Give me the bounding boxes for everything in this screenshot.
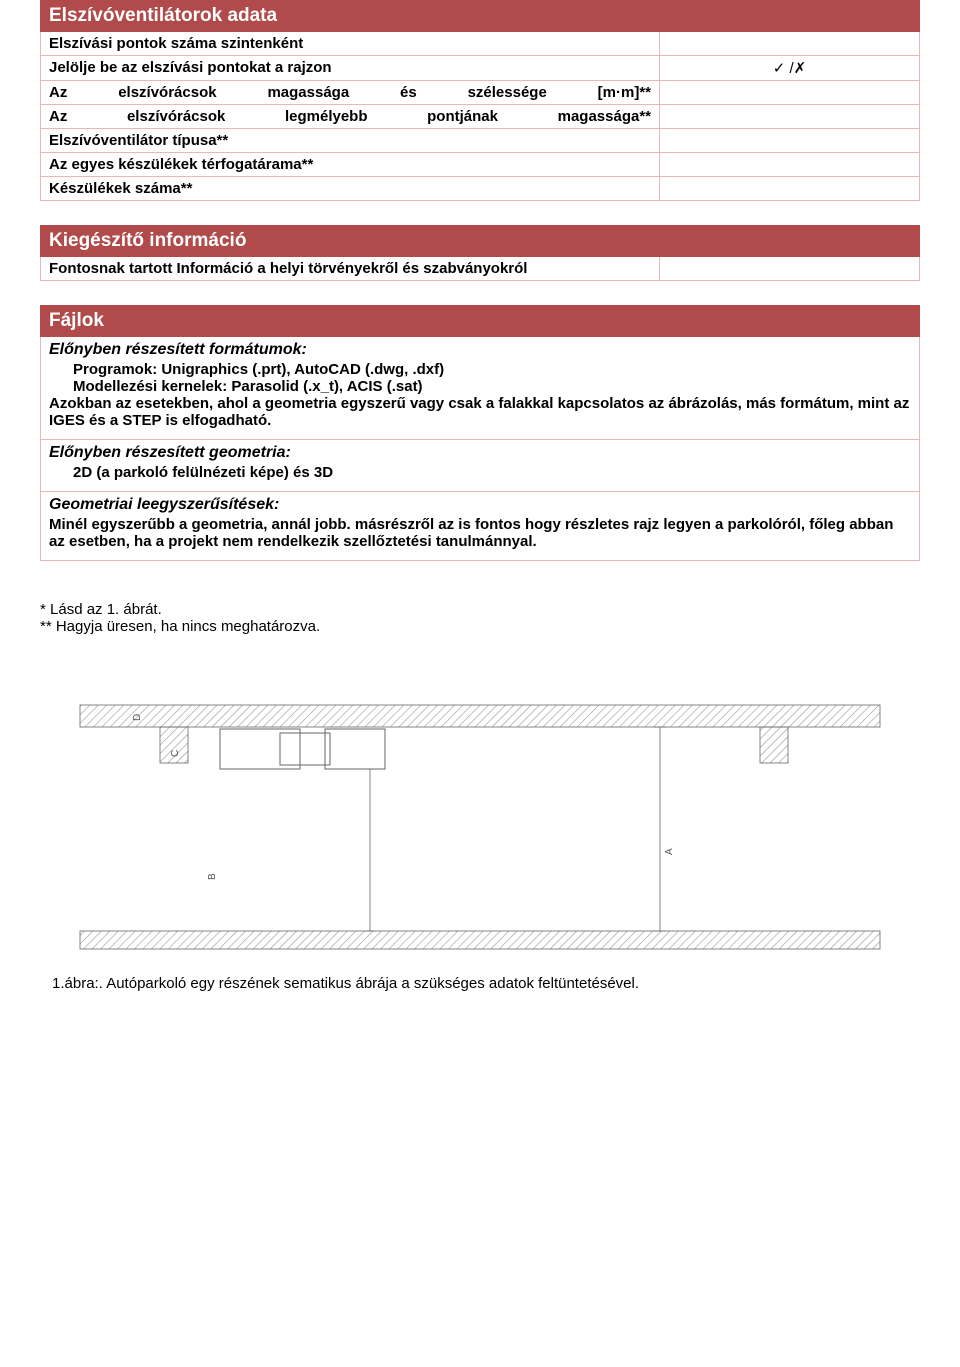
row-label: Elszívóventilátor típusa**: [41, 129, 659, 152]
section-elszivoventilatorok: Elszívóventilátorok adata Elszívási pont…: [40, 0, 920, 201]
row-label: Az elszívórácsok magassága és szélessége…: [41, 81, 659, 104]
row-value: [659, 153, 919, 176]
row-value: [659, 32, 919, 55]
footnotes: * Lásd az 1. ábrát. ** Hagyja üresen, ha…: [40, 601, 920, 635]
text-body: Minél egyszerűbb a geometria, annál jobb…: [49, 516, 911, 550]
section-title: Fájlok: [40, 305, 920, 337]
row-value: [659, 129, 919, 152]
row-value: [659, 257, 919, 280]
row-label: Fontosnak tartott Információ a helyi tör…: [41, 257, 659, 280]
row-value: [659, 177, 919, 200]
table-row: Az elszívórácsok legmélyebb pontjának ma…: [40, 105, 920, 129]
text-body: Azokban az esetekben, ahol a geometria e…: [49, 395, 911, 429]
svg-text:B: B: [207, 873, 218, 880]
diagram-caption: 1.ábra:. Autóparkoló egy részének semati…: [40, 975, 920, 992]
section-title: Elszívóventilátorok adata: [40, 0, 920, 32]
sub-title: Előnyben részesített geometria:: [49, 444, 911, 462]
section-title: Kiegészítő információ: [40, 225, 920, 257]
row-value: ✓ /✗: [659, 56, 919, 80]
svg-text:D: D: [132, 714, 143, 721]
row-label: Készülékek száma**: [41, 177, 659, 200]
text-line: Modellezési kernelek: Parasolid (.x_t), …: [49, 378, 911, 395]
table-row: Jelölje be az elszívási pontokat a rajzo…: [40, 56, 920, 81]
sub-title: Előnyben részesített formátumok:: [49, 341, 911, 359]
row-label: Elszívási pontok száma szintenként: [41, 32, 659, 55]
row-label: Az egyes készülékek térfogatárama**: [41, 153, 659, 176]
footnote-2: ** Hagyja üresen, ha nincs meghatározva.: [40, 618, 920, 635]
table-row: Az egyes készülékek térfogatárama**: [40, 153, 920, 177]
diagram-container: D C A B 1.ábra:. Autóparkoló egy részéne…: [40, 695, 920, 992]
text-line: 2D (a parkoló felülnézeti képe) és 3D: [49, 464, 911, 481]
block-leegyszerusitesek: Geometriai leegyszerűsítések: Minél egys…: [40, 492, 920, 561]
table-row: Elszívási pontok száma szintenként: [40, 32, 920, 56]
block-geometria: Előnyben részesített geometria: 2D (a pa…: [40, 440, 920, 492]
block-formatumok: Előnyben részesített formátumok: Program…: [40, 337, 920, 440]
table-row: Az elszívórácsok magassága és szélessége…: [40, 81, 920, 105]
row-value: [659, 81, 919, 104]
table-row: Elszívóventilátor típusa**: [40, 129, 920, 153]
svg-text:A: A: [664, 848, 675, 855]
section-fajlok: Fájlok Előnyben részesített formátumok: …: [40, 305, 920, 561]
sub-title: Geometriai leegyszerűsítések:: [49, 496, 911, 514]
row-value: [659, 105, 919, 128]
table-row: Készülékek száma**: [40, 177, 920, 201]
row-label: Jelölje be az elszívási pontokat a rajzo…: [41, 56, 659, 80]
text-line: Programok: Unigraphics (.prt), AutoCAD (…: [49, 361, 911, 378]
svg-text:C: C: [170, 750, 181, 757]
schematic-diagram: D C A B: [40, 695, 920, 955]
table-row: Fontosnak tartott Információ a helyi tör…: [40, 257, 920, 281]
footnote-1: * Lásd az 1. ábrát.: [40, 601, 920, 618]
section-kiegeszito: Kiegészítő információ Fontosnak tartott …: [40, 225, 920, 281]
row-label: Az elszívórácsok legmélyebb pontjának ma…: [41, 105, 659, 128]
